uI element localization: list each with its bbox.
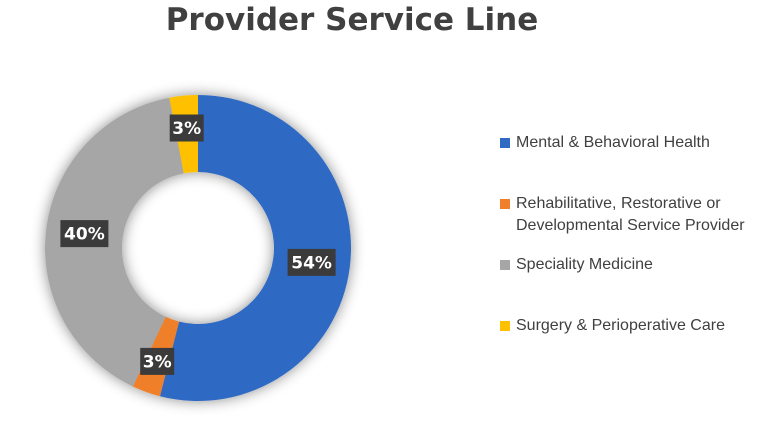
data-label-rehabilitative-restorative-or-developmental-service-provider: 3% <box>140 347 175 375</box>
data-label-box <box>140 347 175 375</box>
legend-swatch <box>500 138 510 148</box>
data-label-speciality-medicine: 40% <box>60 220 109 248</box>
chart-title: Provider Service Line <box>165 2 539 38</box>
legend-swatch <box>500 321 510 331</box>
donut-slices <box>45 95 351 401</box>
legend-item-speciality-medicine: Speciality Medicine <box>500 255 774 276</box>
data-label-mental-behavioral-health: 54% <box>287 248 336 276</box>
legend-item-surgery-perioperative-care: Surgery & Perioperative Care <box>500 316 774 337</box>
legend-swatch <box>500 260 510 270</box>
donut-data-labels: 54% 3% 40% 3% <box>60 114 336 375</box>
data-label-text: 54% <box>291 253 332 273</box>
legend-swatch <box>500 199 510 209</box>
legend-item-rehabilitative: Rehabilitative, Restorative or Developme… <box>500 194 774 237</box>
data-label-text: 3% <box>143 352 172 372</box>
slice-speciality-medicine <box>45 97 184 387</box>
data-label-text: 3% <box>172 119 201 139</box>
data-label-box <box>169 114 204 142</box>
legend-label: Rehabilitative, Restorative or Developme… <box>516 195 745 234</box>
legend-label: Surgery & Perioperative Care <box>516 317 725 334</box>
legend-label: Speciality Medicine <box>516 256 653 273</box>
data-label-surgery-perioperative-care: 3% <box>169 114 204 142</box>
data-label-text: 40% <box>64 225 105 245</box>
data-label-box <box>60 220 109 248</box>
data-label-box <box>287 248 336 276</box>
slice-mental-behavioral-health <box>159 95 351 401</box>
legend-item-mental-behavioral-health: Mental & Behavioral Health <box>500 133 774 154</box>
legend-label: Mental & Behavioral Health <box>516 134 710 151</box>
